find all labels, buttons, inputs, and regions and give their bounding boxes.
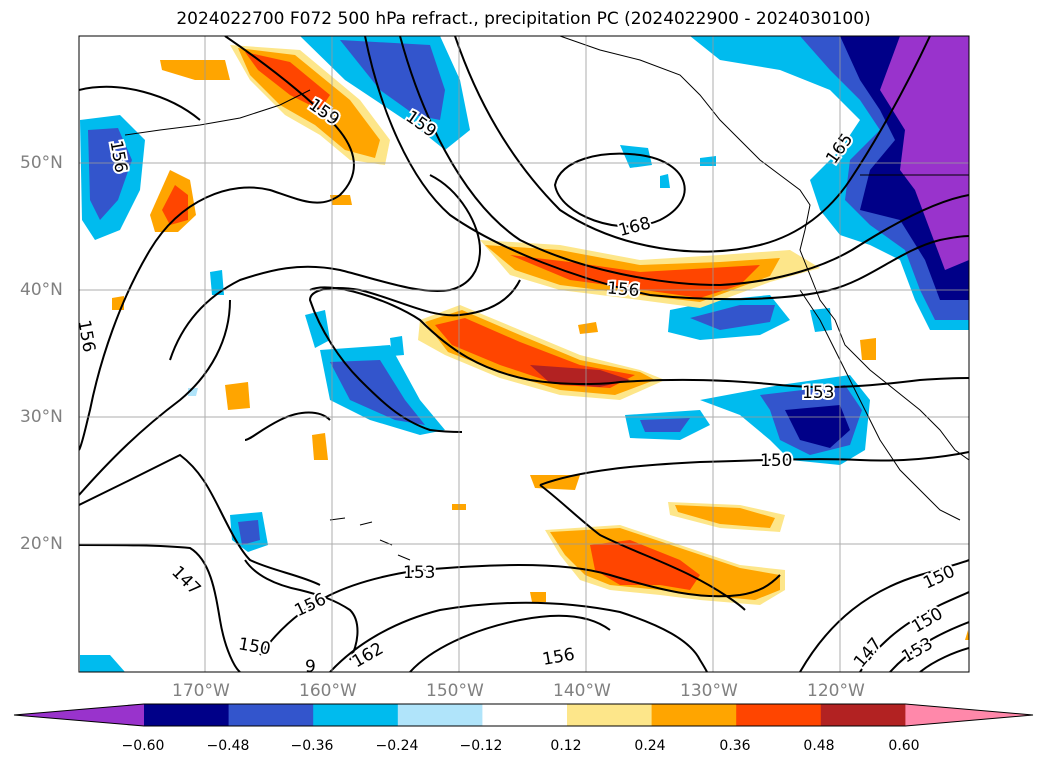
- lat-label-50n: 50°N: [20, 153, 63, 173]
- negative-anomaly-shading: [80, 36, 969, 672]
- lon-label-140w: 140°W: [553, 681, 611, 701]
- lat-label-30n: 30°N: [20, 407, 63, 427]
- colorbar-segment: [820, 704, 906, 726]
- contour-label: 162: [349, 639, 387, 673]
- colorbar-tick: 0.24: [634, 738, 666, 754]
- colorbar-tick: 0.36: [719, 738, 751, 754]
- colorbar-segment: [482, 704, 568, 726]
- colorbar-segment: [651, 704, 737, 726]
- contour-label: 153: [403, 563, 435, 583]
- lat-label-40n: 40°N: [20, 280, 63, 300]
- contour-label: 156: [541, 645, 576, 670]
- contour-label: 9: [305, 657, 316, 677]
- coastlines: [124, 36, 969, 561]
- colorbar-extend-low: [14, 704, 144, 726]
- contour-label: 156: [73, 318, 98, 353]
- colorbar: [13, 703, 1034, 727]
- lat-label-20n: 20°N: [20, 534, 63, 554]
- colorbar-segment: [397, 704, 483, 726]
- colorbar-tick: −0.36: [290, 738, 334, 754]
- colorbar-tick: −0.60: [121, 738, 165, 754]
- map-frame: [78, 35, 970, 673]
- lon-label-150w: 150°W: [426, 681, 484, 701]
- lon-label-120w: 120°W: [807, 681, 865, 701]
- colorbar-segment: [228, 704, 314, 726]
- contour-label: 156: [292, 589, 330, 621]
- colorbar-segment: [567, 704, 653, 726]
- contour-label: 153: [802, 383, 834, 403]
- graticule: [79, 36, 969, 672]
- lon-label-130w: 130°W: [680, 681, 738, 701]
- contour-label: 168: [617, 213, 654, 241]
- colorbar-tick: 0.60: [888, 738, 920, 754]
- colorbar-segment: [144, 704, 230, 726]
- colorbar-tick: −0.12: [459, 738, 503, 754]
- colorbar-tick: 0.48: [803, 738, 835, 754]
- height-contours: [79, 36, 969, 672]
- contour-label: 147: [167, 562, 204, 599]
- contour-label: 150: [760, 451, 792, 471]
- map-title: 2024022700 F072 500 hPa refract., precip…: [176, 9, 871, 29]
- colorbar-outline: [13, 703, 1034, 727]
- colorbar-segment: [736, 704, 822, 726]
- colorbar-tick: −0.48: [206, 738, 250, 754]
- colorbar-tick: −0.24: [375, 738, 419, 754]
- lon-label-170w: 170°W: [172, 681, 230, 701]
- map-plot-area: 159 159 156 168 165 156 156 153 150 153 …: [73, 36, 969, 677]
- colorbar-tick: 0.12: [550, 738, 582, 754]
- colorbar-extend-high: [905, 704, 1033, 726]
- lon-label-160w: 160°W: [299, 681, 357, 701]
- contour-label: 150: [908, 604, 946, 638]
- colorbar-segment: [313, 704, 399, 726]
- contour-label: 147: [850, 634, 886, 672]
- contour-label: 150: [237, 634, 272, 659]
